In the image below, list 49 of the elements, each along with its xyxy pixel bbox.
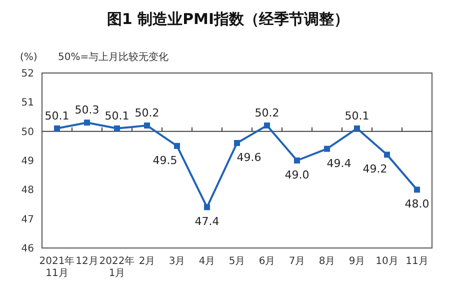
x-tick-label: 3月 xyxy=(168,256,186,267)
text: 50%=与上月比较无变化 xyxy=(58,51,169,63)
point xyxy=(384,152,390,158)
point xyxy=(234,140,240,146)
point xyxy=(324,146,330,152)
data-label: 49.0 xyxy=(284,168,310,182)
x-tick-label: 2022年 1月 xyxy=(99,255,135,279)
x-tick-label: 2月 xyxy=(138,256,156,267)
x-tick-label: 5月 xyxy=(228,256,246,267)
x-tick-label: 9月 xyxy=(348,256,366,267)
data-label: 49.4 xyxy=(326,156,352,170)
data-label: 49.2 xyxy=(362,162,388,176)
x-tick-label: 12月 xyxy=(76,256,98,267)
point xyxy=(414,186,420,193)
y-tick-label: 52 xyxy=(21,68,34,80)
point xyxy=(144,122,150,128)
x-tick-label: 2021年 11月 xyxy=(39,255,75,279)
data-label: 50.2 xyxy=(254,106,280,120)
point xyxy=(84,120,90,126)
point xyxy=(54,125,60,132)
y-tick-label: 51 xyxy=(21,98,34,109)
x-tick-label: 10月 xyxy=(376,256,398,267)
y-tick-label: 49 xyxy=(21,156,34,167)
x-tick-label: 8月 xyxy=(318,256,336,267)
point xyxy=(204,204,210,210)
data-label: 50.2 xyxy=(134,106,160,120)
x-tick-label: 4月 xyxy=(198,256,216,267)
chart-title: 图1 制造业PMI指数（经季节调整） xyxy=(106,10,350,28)
y-tick-label: 50 xyxy=(21,126,34,138)
point xyxy=(174,142,180,149)
point xyxy=(354,125,360,132)
data-label: 50.1 xyxy=(44,109,70,122)
data-label: 47.4 xyxy=(194,215,220,228)
x-tick-label: 11月 xyxy=(406,256,428,267)
data-label: 49.5 xyxy=(152,154,178,167)
point xyxy=(264,122,270,128)
y-axis-title: (%) xyxy=(20,52,38,63)
data-label: 48.0 xyxy=(404,198,430,211)
x-tick-label: 6月 xyxy=(258,256,276,267)
data-label: 49.6 xyxy=(236,151,262,164)
y-tick-label: 46 xyxy=(21,244,34,254)
point xyxy=(294,158,300,164)
y-tick-label: 47 xyxy=(21,214,34,226)
data-label: 50.1 xyxy=(344,109,370,122)
point xyxy=(114,125,120,132)
x-tick-label: 7月 xyxy=(288,256,306,267)
data-label: 50.1 xyxy=(104,109,130,122)
data-label: 50.3 xyxy=(74,104,100,117)
y-tick-label: 48 xyxy=(21,185,34,196)
